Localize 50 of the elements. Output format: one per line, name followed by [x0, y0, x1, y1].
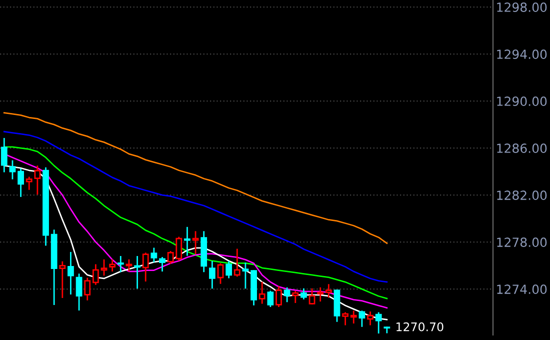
candlestick [0, 138, 8, 172]
candlestick [26, 176, 32, 190]
candlestick [300, 288, 307, 300]
candlestick [184, 226, 190, 256]
candlestick [342, 312, 348, 326]
text: 1270.70 [396, 322, 444, 332]
y-tick-label: 1286.00 [497, 144, 547, 153]
candlestick [284, 287, 290, 302]
candlestick [367, 312, 374, 326]
candlestick [350, 310, 357, 324]
candlestick [100, 259, 108, 276]
candlestick [9, 160, 16, 180]
candlestick [18, 168, 24, 197]
candlestick [375, 312, 382, 334]
candlestick [258, 282, 266, 304]
candlestick [76, 274, 82, 310]
candlestick [142, 252, 149, 282]
candlestick [384, 326, 390, 334]
candlestick [117, 256, 124, 272]
candlestick [325, 284, 332, 298]
candlestick [159, 257, 166, 272]
candlestick [150, 248, 158, 262]
candlestick [317, 287, 324, 302]
y-tick-label: 1274.00 [497, 284, 547, 294]
y-tick-label: 1278.00 [497, 238, 547, 247]
candlestick [109, 259, 116, 272]
candlestick [208, 260, 216, 289]
candlestick [242, 262, 249, 289]
candlestick [234, 248, 240, 277]
candlestick [267, 290, 274, 308]
y-tick-label: 1282.00 [497, 190, 547, 200]
candlestick [308, 288, 316, 304]
candlestick [59, 261, 66, 298]
candlestick [358, 310, 366, 327]
candlestick [226, 260, 232, 278]
line-series [3, 112, 388, 244]
candlestick [192, 231, 199, 254]
candlestick [217, 263, 224, 284]
candlestick [276, 286, 282, 308]
y-tick-label: 1294.00 [497, 50, 547, 59]
y-tick-label: 1298.00 [497, 2, 547, 12]
candlestick [68, 252, 74, 294]
candlestick [134, 256, 140, 289]
y-tick-label: 1290.00 [497, 96, 547, 106]
candlestick [34, 166, 41, 195]
candlestick [84, 278, 91, 300]
candlestick [292, 290, 299, 304]
candlestick [126, 259, 132, 272]
candlestick [92, 264, 99, 285]
line-series [3, 130, 388, 283]
